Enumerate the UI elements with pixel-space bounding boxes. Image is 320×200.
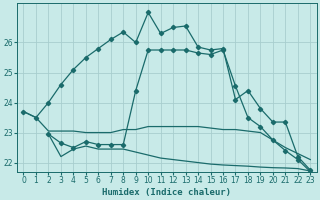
X-axis label: Humidex (Indice chaleur): Humidex (Indice chaleur) — [102, 188, 231, 197]
